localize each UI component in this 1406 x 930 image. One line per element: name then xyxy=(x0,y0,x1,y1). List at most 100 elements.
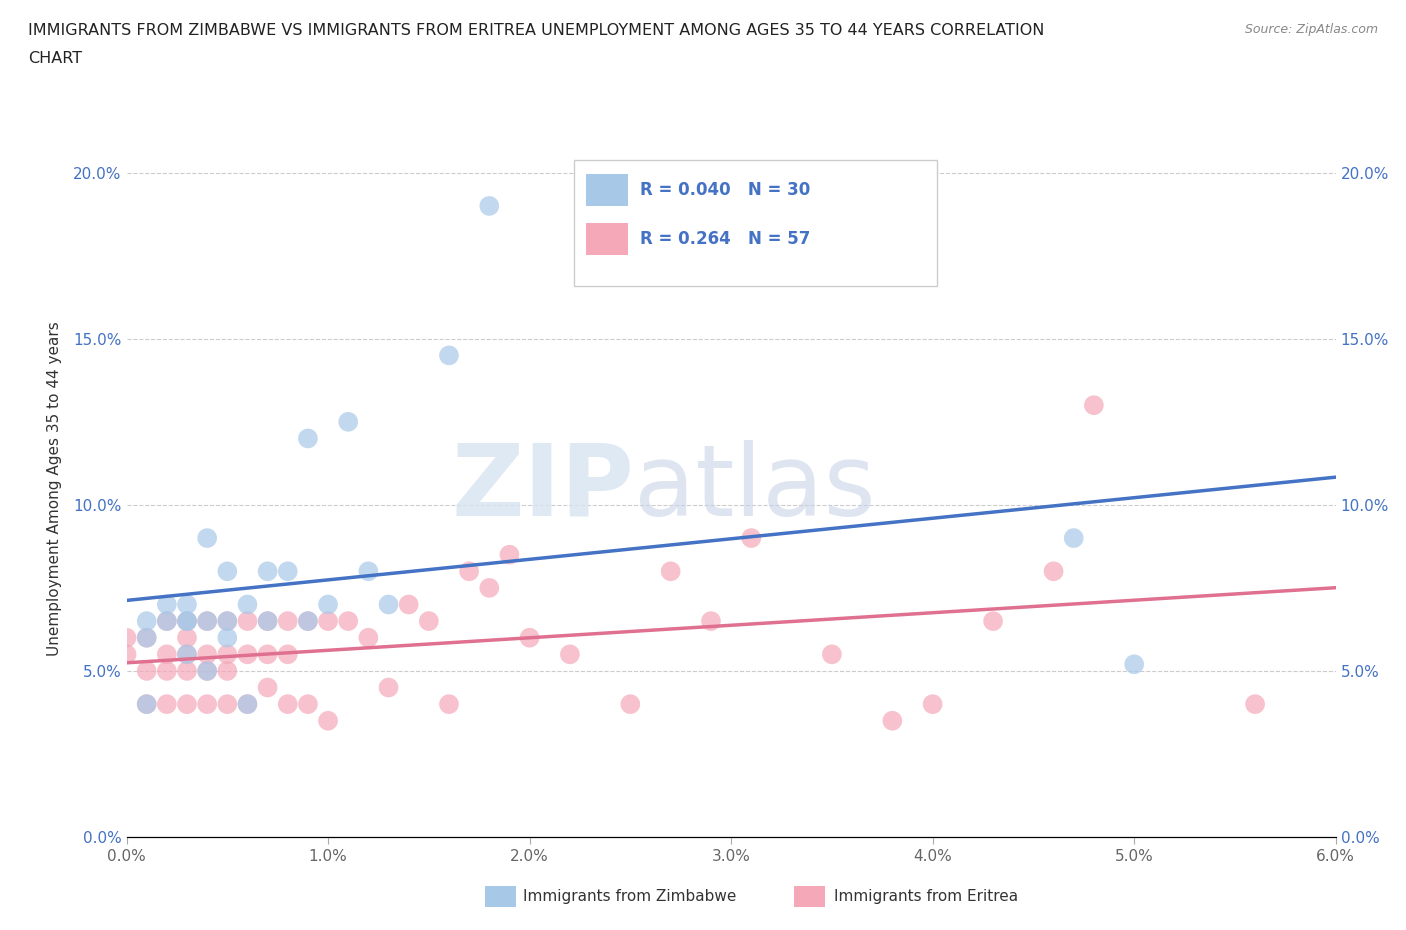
Point xyxy=(217,614,239,629)
Point xyxy=(236,597,259,612)
Point xyxy=(176,614,198,629)
Text: atlas: atlas xyxy=(634,440,876,537)
Point xyxy=(256,614,278,629)
Point xyxy=(217,614,239,629)
Point xyxy=(316,597,339,612)
Point xyxy=(398,597,420,612)
Point xyxy=(458,564,481,578)
Point xyxy=(256,647,278,662)
Point xyxy=(1063,531,1085,546)
Text: CHART: CHART xyxy=(28,51,82,66)
Point xyxy=(176,697,198,711)
Point xyxy=(377,597,399,612)
Point xyxy=(882,713,904,728)
Y-axis label: Unemployment Among Ages 35 to 44 years: Unemployment Among Ages 35 to 44 years xyxy=(48,321,62,656)
Point xyxy=(176,631,198,645)
Point xyxy=(135,697,157,711)
Point xyxy=(659,564,682,578)
FancyBboxPatch shape xyxy=(574,161,936,286)
Point xyxy=(519,631,541,645)
Point xyxy=(217,564,239,578)
Point xyxy=(195,647,218,662)
Point xyxy=(700,614,723,629)
Point xyxy=(195,663,218,678)
Point xyxy=(297,431,319,445)
Point xyxy=(337,614,360,629)
Text: R = 0.264   N = 57: R = 0.264 N = 57 xyxy=(641,230,811,247)
Point xyxy=(558,647,581,662)
Point xyxy=(1244,697,1267,711)
Point xyxy=(1123,657,1146,671)
Point xyxy=(277,647,299,662)
Point xyxy=(217,663,239,678)
Point xyxy=(135,697,157,711)
Point xyxy=(277,614,299,629)
Point xyxy=(115,631,138,645)
Point xyxy=(297,614,319,629)
Point xyxy=(135,614,157,629)
Point xyxy=(176,597,198,612)
Point xyxy=(195,614,218,629)
Point xyxy=(256,614,278,629)
Text: Immigrants from Zimbabwe: Immigrants from Zimbabwe xyxy=(523,889,737,904)
Point xyxy=(316,713,339,728)
Point xyxy=(277,697,299,711)
Point xyxy=(1042,564,1064,578)
Point xyxy=(357,564,380,578)
Text: ZIP: ZIP xyxy=(451,440,634,537)
Point xyxy=(1083,398,1105,413)
Point xyxy=(156,663,179,678)
Point xyxy=(921,697,943,711)
Point xyxy=(619,697,641,711)
Point xyxy=(156,597,179,612)
Point xyxy=(337,415,360,430)
Point xyxy=(195,663,218,678)
Point xyxy=(176,647,198,662)
Point xyxy=(195,531,218,546)
Text: Source: ZipAtlas.com: Source: ZipAtlas.com xyxy=(1244,23,1378,36)
Point xyxy=(498,547,520,562)
Point xyxy=(195,614,218,629)
Point xyxy=(195,697,218,711)
Point xyxy=(176,614,198,629)
Point xyxy=(217,631,239,645)
Point xyxy=(217,647,239,662)
Point xyxy=(377,680,399,695)
Point xyxy=(256,564,278,578)
Point xyxy=(316,614,339,629)
Text: IMMIGRANTS FROM ZIMBABWE VS IMMIGRANTS FROM ERITREA UNEMPLOYMENT AMONG AGES 35 T: IMMIGRANTS FROM ZIMBABWE VS IMMIGRANTS F… xyxy=(28,23,1045,38)
Point xyxy=(115,647,138,662)
Point xyxy=(236,697,259,711)
Bar xyxy=(586,223,628,255)
Point xyxy=(156,614,179,629)
Point xyxy=(156,697,179,711)
Point xyxy=(357,631,380,645)
Point xyxy=(176,647,198,662)
Point xyxy=(236,614,259,629)
Bar xyxy=(586,175,628,206)
Point xyxy=(176,614,198,629)
Point xyxy=(135,663,157,678)
Point xyxy=(478,198,501,213)
Point xyxy=(437,697,460,711)
Point xyxy=(135,631,157,645)
Point xyxy=(176,663,198,678)
Point xyxy=(478,580,501,595)
Text: Immigrants from Eritrea: Immigrants from Eritrea xyxy=(834,889,1018,904)
Point xyxy=(156,647,179,662)
Point xyxy=(236,697,259,711)
Point xyxy=(277,564,299,578)
Text: R = 0.040   N = 30: R = 0.040 N = 30 xyxy=(641,180,811,199)
Point xyxy=(135,631,157,645)
Point xyxy=(236,647,259,662)
Point xyxy=(297,697,319,711)
Point xyxy=(297,614,319,629)
Point xyxy=(418,614,440,629)
Point xyxy=(437,348,460,363)
Point xyxy=(981,614,1004,629)
Point xyxy=(156,614,179,629)
Point xyxy=(217,697,239,711)
Point xyxy=(256,680,278,695)
Point xyxy=(740,531,762,546)
Point xyxy=(821,647,844,662)
